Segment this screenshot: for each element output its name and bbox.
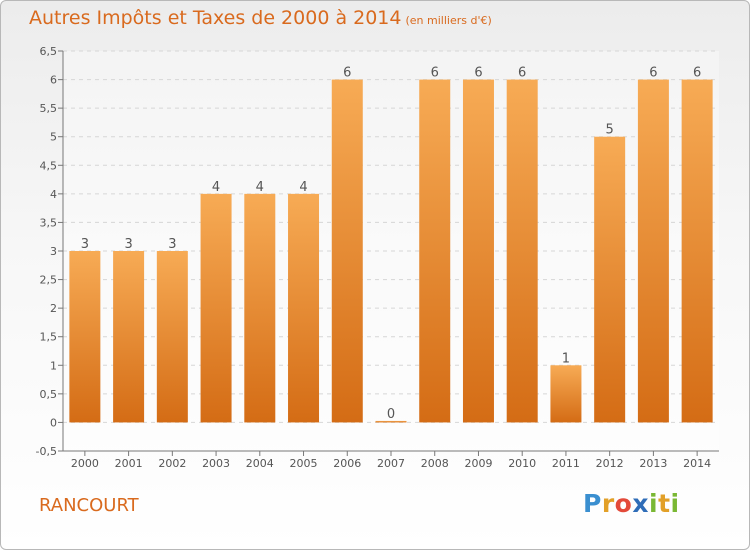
y-tick-label: 1 [50,359,57,372]
data-label: 3 [124,237,132,252]
bar [69,251,101,423]
x-tick-label: 2012 [596,457,624,470]
bar [637,79,669,423]
x-tick-label: 2009 [464,457,492,470]
bar [550,365,582,423]
chart-unit: (en milliers d'€) [405,14,492,27]
x-tick-label: 2000 [71,457,99,470]
data-label: 0 [387,407,395,422]
x-tick-label: 2014 [683,457,711,470]
data-label: 3 [168,237,176,252]
y-tick-label: 5 [50,131,57,144]
chart-title: Autres Impôts et Taxes de 2000 à 2014 (en… [29,7,492,29]
commune-name: RANCOURT [39,495,139,516]
data-label: 4 [256,180,264,195]
x-tick-label: 2004 [246,457,274,470]
y-tick-label: 2,5 [40,274,58,287]
y-tick-label: 3,5 [40,216,58,229]
x-tick-label: 2007 [377,457,405,470]
data-label: 4 [212,180,220,195]
x-tick-label: 2002 [158,457,186,470]
bar [594,136,626,423]
y-tick-label: 5,5 [40,102,58,115]
data-label: 1 [562,351,570,366]
y-tick-label: 6 [50,74,57,87]
bar [375,420,407,423]
bar [200,193,232,423]
bar [244,193,276,423]
y-tick-label: 3 [50,245,57,258]
logo-letter: i [670,489,680,518]
data-label: 6 [649,66,657,81]
x-tick-label: 2003 [202,457,230,470]
y-tick-label: -0,5 [36,445,57,458]
x-tick-label: 2001 [115,457,143,470]
logo-letter: o [614,489,633,518]
logo-letter: r [601,489,615,518]
x-tick-label: 2006 [333,457,361,470]
x-tick-label: 2008 [421,457,449,470]
bar [462,79,494,423]
y-tick-label: 6,5 [40,45,58,58]
bar [681,79,713,423]
y-tick-label: 0,5 [40,388,58,401]
data-label: 6 [474,66,482,81]
x-tick-label: 2005 [290,457,318,470]
chart-title-text: Autres Impôts et Taxes de 2000 à 2014 [29,7,402,29]
bar [331,79,363,423]
data-label: 5 [606,123,614,138]
y-tick-label: 4,5 [40,159,58,172]
bar [156,251,188,423]
data-label: 6 [518,66,526,81]
logo-letter: P [583,489,602,518]
logo-letter: x [632,489,649,518]
y-tick-label: 1,5 [40,331,58,344]
bar [419,79,451,423]
bar [113,251,145,423]
logo-letter: i [649,489,659,518]
y-tick-label: 4 [50,188,57,201]
data-label: 3 [81,237,89,252]
x-tick-label: 2013 [639,457,667,470]
y-tick-label: 2 [50,302,57,315]
y-tick-label: 0 [50,416,57,429]
data-label: 6 [343,66,351,81]
x-tick-label: 2011 [552,457,580,470]
data-label: 6 [693,66,701,81]
logo-letter: t [658,489,671,518]
bar [506,79,538,423]
data-label: 6 [431,66,439,81]
proxiti-logo[interactable]: Proxiti [583,489,680,518]
data-label: 4 [299,180,307,195]
bar [288,193,320,423]
x-tick-label: 2010 [508,457,536,470]
